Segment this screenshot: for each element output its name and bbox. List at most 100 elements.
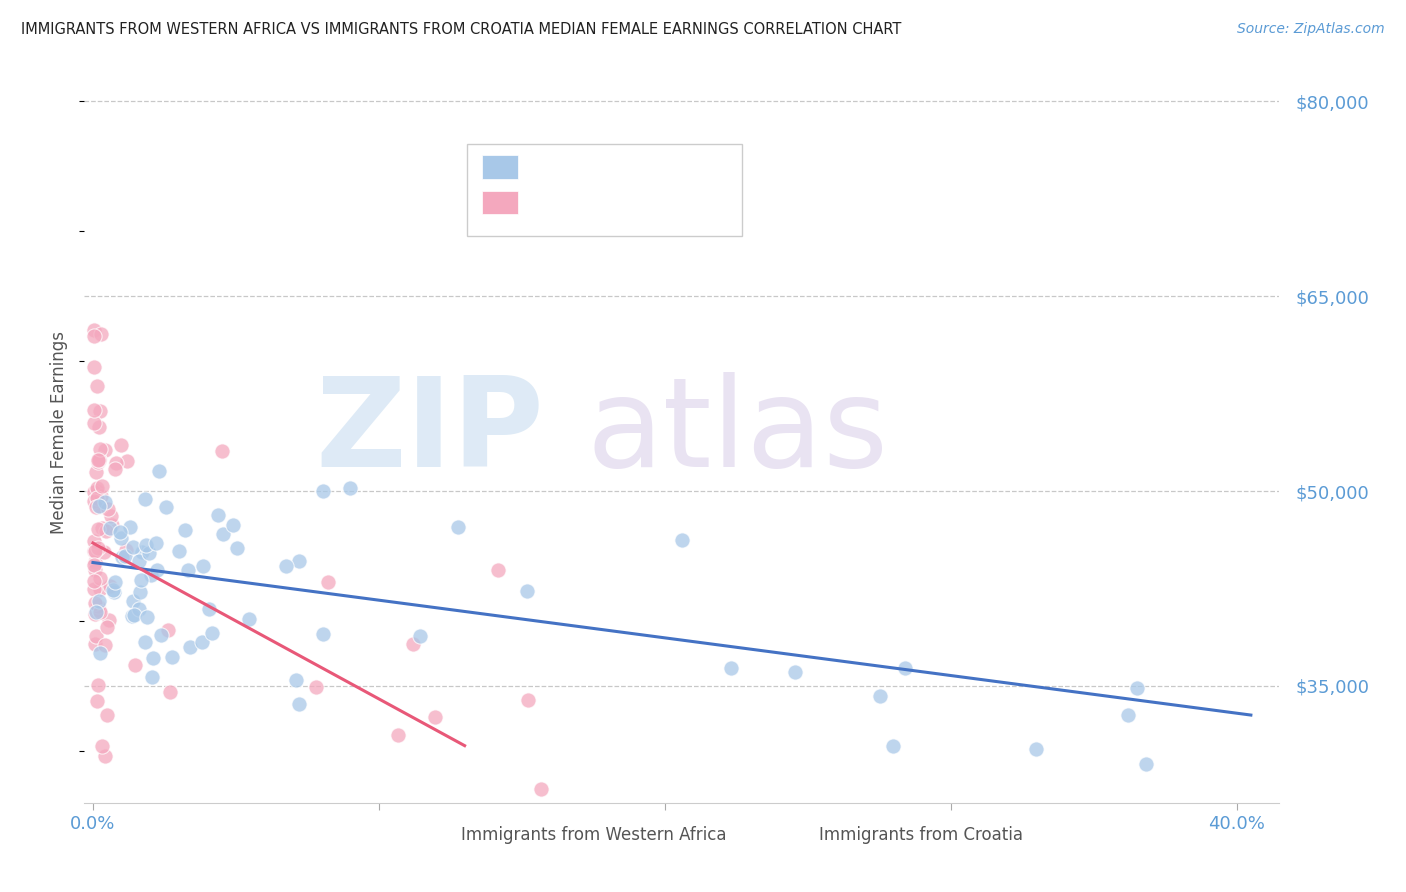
- Point: [191, 635, 214, 649]
- Point: [83, 543, 105, 558]
- Point: [122, 608, 145, 623]
- Point: [84, 465, 107, 479]
- Point: [139, 567, 162, 582]
- Point: [84, 605, 107, 619]
- Text: R =: R =: [527, 158, 565, 176]
- Point: [100, 508, 122, 523]
- Point: [86, 481, 108, 495]
- Point: [103, 462, 125, 476]
- Point: [122, 594, 145, 608]
- Text: R =: R =: [527, 194, 565, 211]
- Point: [87, 453, 110, 467]
- Point: [86, 379, 108, 393]
- Point: [211, 527, 233, 541]
- Point: [201, 625, 224, 640]
- Point: [94, 442, 117, 457]
- Point: [894, 661, 917, 675]
- Point: [387, 728, 409, 742]
- Point: [530, 781, 553, 796]
- Point: [83, 323, 105, 337]
- Point: [141, 670, 163, 684]
- Point: [83, 485, 105, 500]
- Point: [83, 494, 105, 508]
- Point: [93, 638, 115, 652]
- Y-axis label: Median Female Earnings: Median Female Earnings: [51, 331, 69, 534]
- Point: [486, 563, 509, 577]
- Point: [142, 651, 165, 665]
- Point: [90, 499, 112, 513]
- Point: [179, 640, 201, 655]
- Point: [83, 328, 105, 343]
- Point: [136, 610, 159, 624]
- Point: [83, 582, 105, 596]
- Text: -0.330: -0.330: [567, 158, 630, 176]
- Point: [288, 697, 311, 711]
- Point: [84, 543, 107, 558]
- Point: [90, 739, 112, 753]
- Point: [285, 673, 308, 688]
- Point: [104, 574, 127, 589]
- Point: [447, 520, 470, 534]
- Point: [83, 558, 105, 573]
- Point: [238, 612, 260, 626]
- Point: [83, 359, 105, 374]
- Point: [84, 596, 107, 610]
- Point: [312, 627, 335, 641]
- Point: [110, 438, 132, 452]
- Point: [104, 456, 127, 470]
- Point: [423, 709, 446, 723]
- Point: [96, 619, 118, 633]
- Point: [93, 544, 115, 558]
- Point: [83, 533, 105, 548]
- Point: [87, 678, 110, 692]
- Point: [131, 544, 153, 558]
- Point: [160, 650, 183, 665]
- Point: [115, 453, 138, 467]
- Point: [869, 690, 891, 704]
- Point: [86, 483, 108, 498]
- Point: [98, 614, 121, 628]
- Point: [90, 521, 112, 535]
- Point: [87, 599, 110, 614]
- Point: [129, 584, 152, 599]
- Text: 70: 70: [681, 157, 707, 177]
- Point: [83, 574, 105, 588]
- Point: [516, 693, 538, 707]
- Point: [89, 571, 111, 585]
- Point: [135, 538, 157, 552]
- Text: ZIP: ZIP: [316, 372, 544, 493]
- Point: [159, 685, 181, 699]
- Point: [148, 464, 170, 478]
- Point: [87, 452, 110, 467]
- Point: [671, 533, 693, 547]
- Point: [98, 520, 121, 534]
- Point: [87, 602, 110, 616]
- Point: [89, 404, 111, 418]
- Point: [274, 559, 297, 574]
- Point: [402, 637, 425, 651]
- Point: [86, 491, 108, 506]
- Point: [198, 602, 221, 616]
- Point: [121, 540, 143, 554]
- Point: [1135, 756, 1157, 771]
- Point: [90, 327, 112, 342]
- Point: [89, 582, 111, 596]
- Point: [98, 579, 121, 593]
- Point: [96, 707, 118, 722]
- Point: [156, 623, 179, 637]
- Point: [226, 541, 249, 556]
- Point: [211, 443, 233, 458]
- Point: [87, 453, 110, 467]
- Point: [155, 500, 177, 514]
- Point: [167, 544, 190, 558]
- Point: [316, 575, 339, 590]
- Point: [110, 531, 132, 545]
- Point: [173, 523, 195, 537]
- Text: Immigrants from Western Africa: Immigrants from Western Africa: [461, 826, 727, 844]
- Point: [89, 646, 111, 660]
- Point: [138, 546, 160, 560]
- Point: [84, 629, 107, 643]
- Point: [128, 554, 150, 568]
- Point: [121, 608, 143, 623]
- Text: Immigrants from Croatia: Immigrants from Croatia: [820, 826, 1024, 844]
